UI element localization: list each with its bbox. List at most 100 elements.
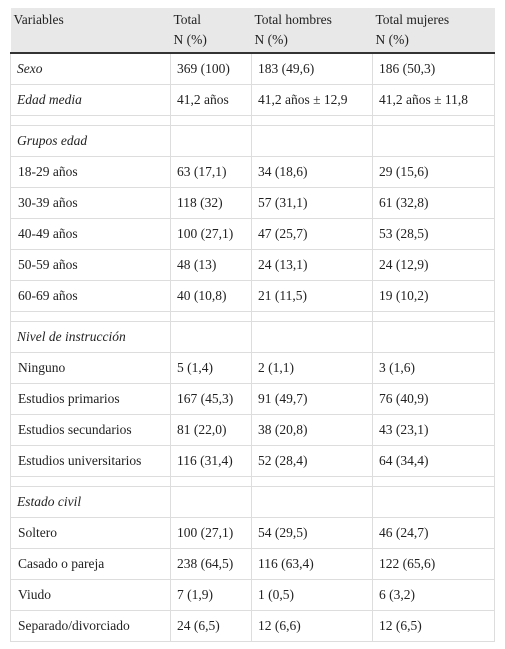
row-label: 30-39 años [10, 187, 171, 219]
spacer-row [10, 476, 495, 487]
row-label: Estudios primarios [10, 383, 171, 415]
section-title: Nivel de instrucción [10, 321, 171, 353]
row-label: 40-49 años [10, 218, 171, 250]
cell: 100 (27,1) [170, 517, 252, 549]
header-row: Variables Total N (%) Total hombres N (%) Tot… [10, 8, 495, 54]
row-label: Separado/divorciado [10, 610, 171, 642]
empty-cell [170, 486, 252, 518]
cell: 52 (28,4) [251, 445, 373, 477]
table-body: Sexo 369 (100) 183 (49,6) 186 (50,3) Edad me… [10, 52, 495, 642]
row-label: Ninguno [10, 352, 171, 384]
cell: 47 (25,7) [251, 218, 373, 250]
cell: 6 (3,2) [372, 579, 495, 611]
cell: 61 (32,8) [372, 187, 495, 219]
data-row: 60-69 años 40 (10,8) 21 (11,5) 19 (10,2) [10, 280, 495, 312]
cell: 238 (64,5) [170, 548, 252, 580]
data-table: Variables Total N (%) Total hombres N (%) Tot… [10, 8, 495, 642]
spacer-row [10, 311, 495, 322]
header-cell: Total mujeres N (%) [372, 8, 495, 54]
cell: 57 (31,1) [251, 187, 373, 219]
row-label: Casado o pareja [10, 548, 171, 580]
empty-cell [251, 125, 373, 157]
spacer-row [10, 115, 495, 126]
cell: 29 (15,6) [372, 156, 495, 188]
data-row: Casado o pareja 238 (64,5) 116 (63,4) 122 (… [10, 548, 495, 580]
cell: 369 (100) [170, 52, 252, 85]
spacer-cell [10, 311, 171, 322]
row-label: 50-59 años [10, 249, 171, 281]
data-row: Sexo 369 (100) 183 (49,6) 186 (50,3) [10, 52, 495, 85]
row-label: Sexo [10, 52, 171, 85]
header-title: Total mujeres [375, 12, 450, 27]
data-row: Edad media 41,2 años 41,2 años ± 12,9 41,2 … [10, 84, 495, 116]
cell: 2 (1,1) [251, 352, 373, 384]
spacer-cell [251, 476, 373, 487]
empty-cell [170, 125, 252, 157]
cell: 122 (65,6) [372, 548, 495, 580]
data-row: Estudios universitarios 116 (31,4) 52 (28,… [10, 445, 495, 477]
section-row: Grupos edad [10, 125, 495, 157]
cell: 40 (10,8) [170, 280, 252, 312]
cell: 167 (45,3) [170, 383, 252, 415]
cell: 186 (50,3) [372, 52, 495, 85]
data-row: Viudo 7 (1,9) 1 (0,5) 6 (3,2) [10, 579, 495, 611]
cell: 91 (49,7) [251, 383, 373, 415]
data-row: Ninguno 5 (1,4) 2 (1,1) 3 (1,6) [10, 352, 495, 384]
cell: 34 (18,6) [251, 156, 373, 188]
header-cell: Total N (%) [170, 8, 252, 54]
cell: 118 (32) [170, 187, 252, 219]
header-cell: Variables [10, 8, 171, 54]
spacer-cell [170, 476, 252, 487]
section-title: Grupos edad [10, 125, 171, 157]
header-title: Variables [13, 12, 64, 27]
cell: 24 (12,9) [372, 249, 495, 281]
cell: 48 (13) [170, 249, 252, 281]
data-row: 18-29 años 63 (17,1) 34 (18,6) 29 (15,6) [10, 156, 495, 188]
empty-cell [372, 125, 495, 157]
empty-cell [372, 321, 495, 353]
cell: 53 (28,5) [372, 218, 495, 250]
cell: 63 (17,1) [170, 156, 252, 188]
section-row: Nivel de instrucción [10, 321, 495, 353]
cell: 12 (6,5) [372, 610, 495, 642]
cell: 19 (10,2) [372, 280, 495, 312]
cell: 12 (6,6) [251, 610, 373, 642]
cell: 1 (0,5) [251, 579, 373, 611]
cell: 41,2 años ± 12,9 [251, 84, 373, 116]
cell: 116 (63,4) [251, 548, 373, 580]
spacer-cell [372, 476, 495, 487]
data-row: 50-59 años 48 (13) 24 (13,1) 24 (12,9) [10, 249, 495, 281]
cell: 24 (13,1) [251, 249, 373, 281]
spacer-cell [251, 115, 373, 126]
cell: 24 (6,5) [170, 610, 252, 642]
cell: 54 (29,5) [251, 517, 373, 549]
section-row: Estado civil [10, 486, 495, 518]
data-row: Soltero 100 (27,1) 54 (29,5) 46 (24,7) [10, 517, 495, 549]
cell: 43 (23,1) [372, 414, 495, 446]
spacer-cell [10, 115, 171, 126]
data-row: 30-39 años 118 (32) 57 (31,1) 61 (32,8) [10, 187, 495, 219]
cell: 38 (20,8) [251, 414, 373, 446]
row-label: Estudios universitarios [10, 445, 171, 477]
empty-cell [170, 321, 252, 353]
cell: 100 (27,1) [170, 218, 252, 250]
spacer-cell [372, 311, 495, 322]
row-label: 60-69 años [10, 280, 171, 312]
data-row: Estudios secundarios 81 (22,0) 38 (20,8) 43… [10, 414, 495, 446]
row-label: Estudios secundarios [10, 414, 171, 446]
row-label: Edad media [10, 84, 171, 116]
cell: 76 (40,9) [372, 383, 495, 415]
cell: 41,2 años [170, 84, 252, 116]
cell: 183 (49,6) [251, 52, 373, 85]
spacer-cell [251, 311, 373, 322]
row-label: Viudo [10, 579, 171, 611]
header-title: Total [173, 12, 202, 27]
spacer-cell [170, 115, 252, 126]
header-subtitle: N (%) [173, 32, 207, 47]
header-subtitle: N (%) [375, 32, 409, 47]
spacer-cell [10, 476, 171, 487]
spacer-cell [372, 115, 495, 126]
spacer-cell [170, 311, 252, 322]
data-row: Estudios primarios 167 (45,3) 91 (49,7) 76 … [10, 383, 495, 415]
